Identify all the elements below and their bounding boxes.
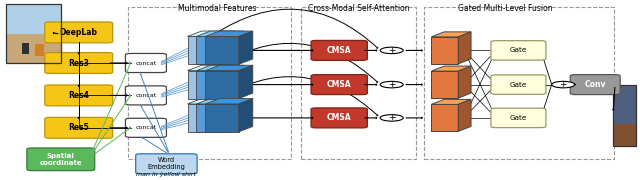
FancyBboxPatch shape xyxy=(27,148,95,171)
Polygon shape xyxy=(205,71,239,99)
FancyBboxPatch shape xyxy=(491,108,546,128)
Text: Gate: Gate xyxy=(509,47,527,53)
Text: +: + xyxy=(559,80,567,89)
Text: concat: concat xyxy=(135,93,157,98)
FancyBboxPatch shape xyxy=(125,53,166,73)
FancyBboxPatch shape xyxy=(45,85,113,106)
Polygon shape xyxy=(431,71,458,98)
Circle shape xyxy=(552,81,575,88)
Text: Gate: Gate xyxy=(509,115,527,121)
Bar xyxy=(6,4,61,63)
Polygon shape xyxy=(221,99,235,132)
Text: man in yellow shirt: man in yellow shirt xyxy=(136,172,196,177)
Polygon shape xyxy=(188,99,235,104)
Bar xyxy=(128,7,291,159)
Polygon shape xyxy=(431,99,471,104)
Polygon shape xyxy=(188,31,235,36)
Text: +: + xyxy=(388,80,396,89)
Polygon shape xyxy=(188,104,221,132)
Polygon shape xyxy=(205,99,253,104)
Polygon shape xyxy=(188,36,221,64)
Text: Res5: Res5 xyxy=(68,123,89,132)
Text: Spatial
coordinate: Spatial coordinate xyxy=(40,153,82,166)
Bar xyxy=(22,43,29,54)
Polygon shape xyxy=(196,31,244,36)
Polygon shape xyxy=(239,31,253,64)
Polygon shape xyxy=(196,36,230,64)
Polygon shape xyxy=(431,32,471,37)
FancyBboxPatch shape xyxy=(311,75,367,95)
FancyBboxPatch shape xyxy=(45,53,113,73)
Text: concat: concat xyxy=(135,60,157,66)
Text: CMSA: CMSA xyxy=(327,113,351,122)
Polygon shape xyxy=(230,99,244,132)
Polygon shape xyxy=(431,104,458,131)
Polygon shape xyxy=(196,99,244,104)
Polygon shape xyxy=(205,36,239,64)
Text: CMSA: CMSA xyxy=(327,80,351,89)
FancyBboxPatch shape xyxy=(125,86,166,105)
Polygon shape xyxy=(205,31,253,36)
Polygon shape xyxy=(188,71,221,99)
Polygon shape xyxy=(188,65,235,71)
Polygon shape xyxy=(230,31,244,64)
Polygon shape xyxy=(458,99,471,131)
Polygon shape xyxy=(239,65,253,99)
Circle shape xyxy=(380,47,403,54)
Polygon shape xyxy=(205,65,253,71)
Bar xyxy=(613,85,636,146)
FancyBboxPatch shape xyxy=(491,75,546,94)
Bar xyxy=(424,7,614,159)
Polygon shape xyxy=(431,66,471,71)
Text: Res3: Res3 xyxy=(68,58,89,68)
FancyBboxPatch shape xyxy=(491,41,546,60)
FancyBboxPatch shape xyxy=(45,22,113,43)
FancyBboxPatch shape xyxy=(136,154,197,174)
Text: Conv: Conv xyxy=(584,80,606,89)
Text: Res4: Res4 xyxy=(68,91,89,100)
FancyBboxPatch shape xyxy=(311,40,367,60)
Polygon shape xyxy=(431,37,458,64)
Polygon shape xyxy=(458,66,471,98)
Bar xyxy=(35,44,44,56)
Bar xyxy=(301,7,416,159)
Polygon shape xyxy=(221,65,235,99)
Text: Word
Embedding: Word Embedding xyxy=(147,157,186,170)
Polygon shape xyxy=(196,65,244,71)
FancyBboxPatch shape xyxy=(125,118,166,137)
Text: +: + xyxy=(388,46,396,55)
Text: DeepLab: DeepLab xyxy=(60,28,98,37)
Circle shape xyxy=(380,81,403,88)
Bar xyxy=(613,85,636,146)
Text: Gated Multi-Level Fusion: Gated Multi-Level Fusion xyxy=(458,4,553,13)
Polygon shape xyxy=(196,71,230,99)
Polygon shape xyxy=(221,31,235,64)
Bar xyxy=(6,4,61,63)
Text: Gate: Gate xyxy=(509,82,527,88)
Bar xyxy=(613,124,636,146)
FancyBboxPatch shape xyxy=(311,108,367,128)
Text: +: + xyxy=(388,113,396,122)
FancyBboxPatch shape xyxy=(45,117,113,138)
Polygon shape xyxy=(239,99,253,132)
Polygon shape xyxy=(196,104,230,132)
Bar xyxy=(6,34,61,63)
Polygon shape xyxy=(458,32,471,64)
Text: Multimodal Features: Multimodal Features xyxy=(179,4,257,13)
FancyBboxPatch shape xyxy=(570,75,620,95)
Text: Cross-Modal Self-Attention: Cross-Modal Self-Attention xyxy=(308,4,409,13)
Text: concat: concat xyxy=(135,125,157,130)
Circle shape xyxy=(380,115,403,121)
Polygon shape xyxy=(230,65,244,99)
Polygon shape xyxy=(205,104,239,132)
Text: CMSA: CMSA xyxy=(327,46,351,55)
